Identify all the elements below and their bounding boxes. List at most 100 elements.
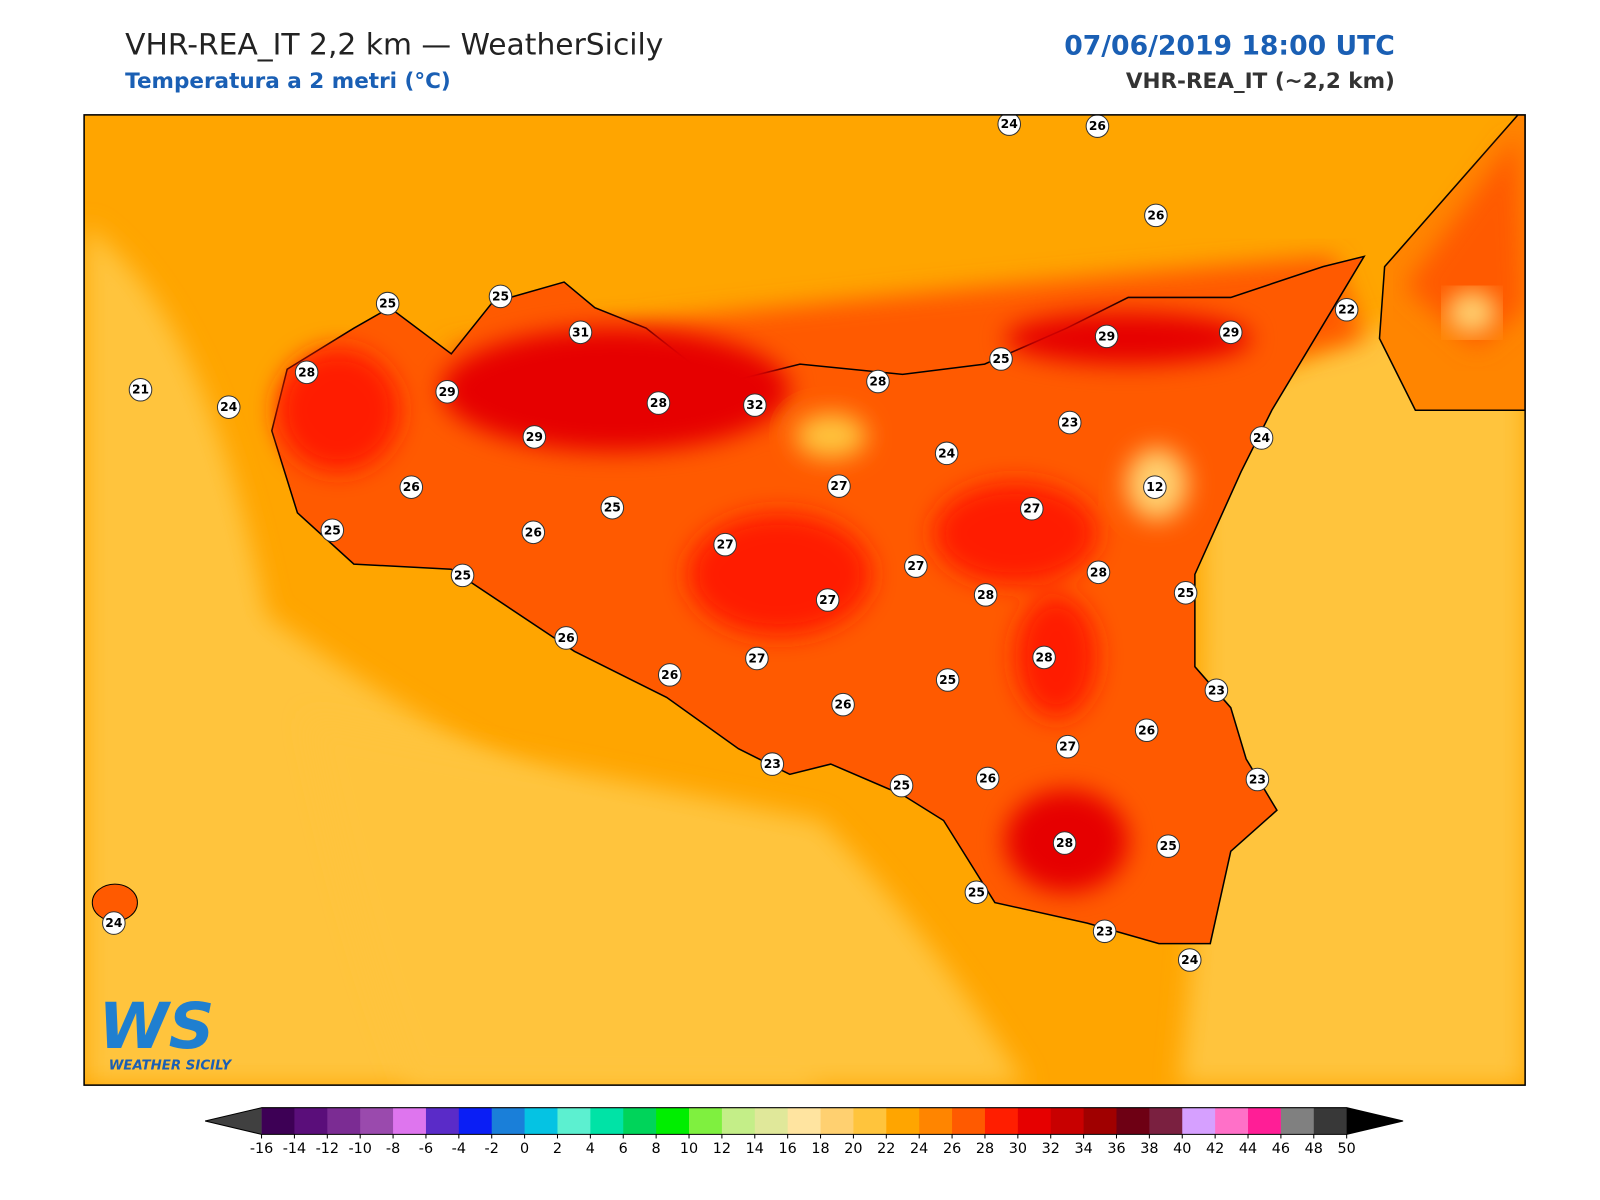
logo-caption: WEATHER SICILY xyxy=(109,1059,233,1074)
colorbar-tick-label: -12 xyxy=(316,1141,339,1157)
subtitle: Temperatura a 2 metri (°C) xyxy=(125,69,451,94)
colorbar-tick-label: 12 xyxy=(713,1141,731,1157)
station-value: 24 xyxy=(1253,431,1270,445)
station: 26 xyxy=(554,626,578,650)
station-marker xyxy=(216,395,241,419)
station-marker xyxy=(866,369,890,394)
station-marker xyxy=(743,393,767,417)
station-value: 25 xyxy=(454,568,471,582)
station: 27 xyxy=(1019,496,1044,521)
colorbar-bin xyxy=(820,1107,854,1135)
station-marker xyxy=(488,284,513,309)
station: 29 xyxy=(435,380,459,404)
colorbar-tick-label: 6 xyxy=(619,1141,628,1157)
colorbar-bin xyxy=(886,1107,920,1135)
station-value: 26 xyxy=(558,631,575,645)
station-marker xyxy=(745,646,769,671)
station: 26 xyxy=(521,520,546,545)
station: 27 xyxy=(827,474,851,498)
station-marker xyxy=(1249,426,1274,450)
station: 26 xyxy=(1085,114,1110,138)
colorbar-tick-label: 24 xyxy=(910,1141,928,1157)
station-marker xyxy=(889,773,914,798)
colorbar-bin xyxy=(1215,1107,1249,1135)
colorbar-tick-label: 44 xyxy=(1239,1141,1257,1157)
station-value: 24 xyxy=(938,446,955,460)
station-marker xyxy=(1156,834,1180,858)
station-marker xyxy=(1177,948,1202,972)
station-marker xyxy=(1019,496,1044,521)
colorbar-bin xyxy=(787,1107,822,1135)
station-value: 24 xyxy=(220,400,237,414)
station-value: 26 xyxy=(525,525,542,539)
colorbar-over xyxy=(1346,1107,1404,1135)
colorbar-tick-label: 38 xyxy=(1140,1141,1158,1157)
station-value: 28 xyxy=(298,365,315,379)
station-value: 28 xyxy=(977,588,994,602)
station-value: 28 xyxy=(1056,836,1073,850)
station: 22 xyxy=(1334,297,1359,322)
colorbar-tick-label: 10 xyxy=(680,1141,698,1157)
station: 29 xyxy=(1218,320,1243,345)
colorbar-tick-label: -6 xyxy=(419,1141,433,1157)
colorbar-bin xyxy=(261,1107,295,1135)
station-marker xyxy=(320,518,345,543)
colorbar-tick-label: 26 xyxy=(943,1141,961,1157)
station: 23 xyxy=(1057,410,1082,435)
station-marker xyxy=(831,692,855,717)
station-value: 26 xyxy=(403,480,420,494)
station-value: 28 xyxy=(650,396,667,410)
station-marker xyxy=(1032,645,1056,670)
station-value: 26 xyxy=(661,668,678,682)
station-marker xyxy=(997,114,1022,136)
station: 25 xyxy=(375,291,400,316)
station-marker xyxy=(964,880,989,905)
station-marker xyxy=(1092,919,1117,944)
colorbar-bin xyxy=(425,1107,460,1135)
colorbar-tick-label: 28 xyxy=(976,1141,994,1157)
station: 29 xyxy=(522,425,547,449)
colorbar-bin xyxy=(458,1107,493,1135)
station-marker xyxy=(102,911,126,935)
colorbar-bin xyxy=(393,1107,427,1135)
colorbar-tick-label: 30 xyxy=(1009,1141,1027,1157)
logo: WS WEATHER SICILY xyxy=(98,989,232,1074)
colorbar-bin xyxy=(853,1107,887,1135)
station-marker xyxy=(1057,410,1082,435)
station-value: 29 xyxy=(439,385,456,399)
station-value: 27 xyxy=(819,593,836,607)
station-value: 23 xyxy=(1096,924,1113,938)
colorbar-tick-label: 20 xyxy=(844,1141,862,1157)
station-value: 26 xyxy=(1138,723,1155,737)
station: 27 xyxy=(1055,734,1080,759)
colorbar-bin xyxy=(327,1107,361,1135)
colorbar-bin xyxy=(984,1107,1019,1135)
colorbar-tick-label: 4 xyxy=(586,1141,595,1157)
station-value: 28 xyxy=(869,375,886,389)
station-value: 29 xyxy=(526,430,543,444)
colorbar-bin xyxy=(919,1107,953,1135)
station: 25 xyxy=(935,668,960,692)
colorbar-bin xyxy=(491,1107,526,1135)
station-marker xyxy=(973,583,998,607)
station-marker xyxy=(522,425,547,449)
station-marker xyxy=(1245,767,1270,792)
station-value: 29 xyxy=(1222,325,1239,339)
colorbar-bin xyxy=(1017,1107,1052,1135)
station-marker xyxy=(657,663,682,687)
colorbar-tick-label: -2 xyxy=(485,1141,499,1157)
station-value: 24 xyxy=(105,916,122,930)
colorbar-bin xyxy=(294,1107,328,1135)
colorbar-tick-label: -10 xyxy=(348,1141,371,1157)
colorbar-bin xyxy=(557,1107,591,1135)
station: 12 xyxy=(1143,475,1167,499)
station: 27 xyxy=(815,588,840,612)
station-value: 25 xyxy=(492,289,509,303)
colorbar-bin xyxy=(656,1107,690,1135)
station: 32 xyxy=(743,393,767,417)
station: 26 xyxy=(657,663,682,687)
station-marker xyxy=(646,391,671,415)
station-marker xyxy=(521,520,546,545)
station: 26 xyxy=(975,766,1000,791)
colorbar-under xyxy=(205,1107,262,1135)
